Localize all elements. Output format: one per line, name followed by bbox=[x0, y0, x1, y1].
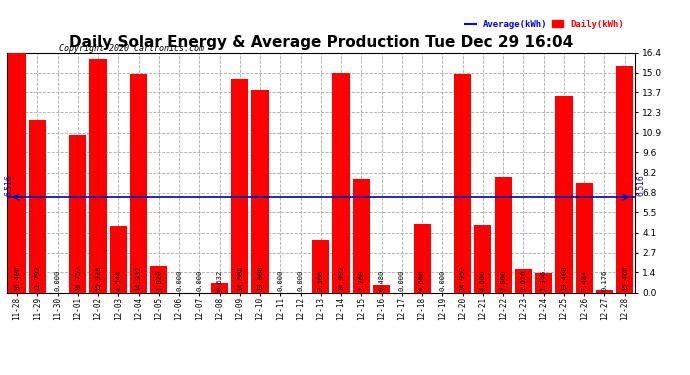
Text: 4.544: 4.544 bbox=[115, 270, 121, 291]
Text: 0.000: 0.000 bbox=[176, 270, 182, 291]
Text: 0.480: 0.480 bbox=[379, 270, 384, 291]
Bar bbox=[474, 225, 491, 292]
Bar bbox=[251, 90, 268, 292]
Text: 13.408: 13.408 bbox=[561, 266, 567, 291]
Bar bbox=[231, 79, 248, 292]
Text: 0.000: 0.000 bbox=[197, 270, 202, 291]
Text: Copyright 2020 Cartronics.com: Copyright 2020 Cartronics.com bbox=[59, 44, 204, 52]
Text: 3.566: 3.566 bbox=[318, 270, 324, 291]
Text: 0.000: 0.000 bbox=[297, 270, 304, 291]
Text: 0.000: 0.000 bbox=[55, 270, 61, 291]
Text: 15.928: 15.928 bbox=[95, 266, 101, 291]
Text: 0.176: 0.176 bbox=[602, 270, 607, 291]
Text: 14.952: 14.952 bbox=[460, 266, 466, 291]
Bar bbox=[535, 273, 552, 292]
Text: 0.000: 0.000 bbox=[440, 270, 445, 291]
Bar bbox=[313, 240, 329, 292]
Bar bbox=[575, 183, 593, 292]
Bar bbox=[90, 59, 107, 292]
Text: 11.792: 11.792 bbox=[34, 266, 40, 291]
Bar bbox=[150, 266, 168, 292]
Bar bbox=[555, 96, 573, 292]
Text: 6.516: 6.516 bbox=[637, 174, 646, 196]
Text: 10.752: 10.752 bbox=[75, 266, 81, 291]
Bar bbox=[69, 135, 86, 292]
Bar bbox=[8, 53, 26, 292]
Bar bbox=[454, 74, 471, 292]
Bar bbox=[353, 179, 370, 292]
Bar bbox=[29, 120, 46, 292]
Legend: Average(kWh), Daily(kWh): Average(kWh), Daily(kWh) bbox=[465, 20, 624, 29]
Text: 13.808: 13.808 bbox=[257, 266, 263, 291]
Text: 0.000: 0.000 bbox=[277, 270, 284, 291]
Text: 7.760: 7.760 bbox=[358, 270, 364, 291]
Text: 4.600: 4.600 bbox=[480, 270, 486, 291]
Bar bbox=[110, 226, 127, 292]
Text: 1.346: 1.346 bbox=[541, 270, 546, 291]
Text: 0.000: 0.000 bbox=[399, 270, 405, 291]
Text: 4.660: 4.660 bbox=[419, 270, 425, 291]
Text: 14.608: 14.608 bbox=[237, 266, 243, 291]
Text: 14.932: 14.932 bbox=[135, 266, 141, 291]
Text: 16.400: 16.400 bbox=[14, 266, 20, 291]
Bar bbox=[413, 224, 431, 292]
Bar bbox=[495, 177, 512, 292]
Text: 6.516: 6.516 bbox=[5, 174, 14, 196]
Bar bbox=[595, 290, 613, 292]
Text: 14.992: 14.992 bbox=[338, 266, 344, 291]
Text: 1.820: 1.820 bbox=[156, 270, 162, 291]
Text: 1.616: 1.616 bbox=[520, 270, 526, 291]
Bar bbox=[333, 73, 350, 292]
Bar bbox=[616, 66, 633, 292]
Bar bbox=[211, 283, 228, 292]
Bar bbox=[515, 269, 532, 292]
Text: 0.632: 0.632 bbox=[217, 270, 223, 291]
Text: 7.484: 7.484 bbox=[581, 270, 587, 291]
Text: 7.860: 7.860 bbox=[500, 270, 506, 291]
Text: 15.460: 15.460 bbox=[622, 266, 628, 291]
Bar bbox=[373, 285, 391, 292]
Bar bbox=[130, 74, 147, 292]
Title: Daily Solar Energy & Average Production Tue Dec 29 16:04: Daily Solar Energy & Average Production … bbox=[69, 35, 573, 50]
